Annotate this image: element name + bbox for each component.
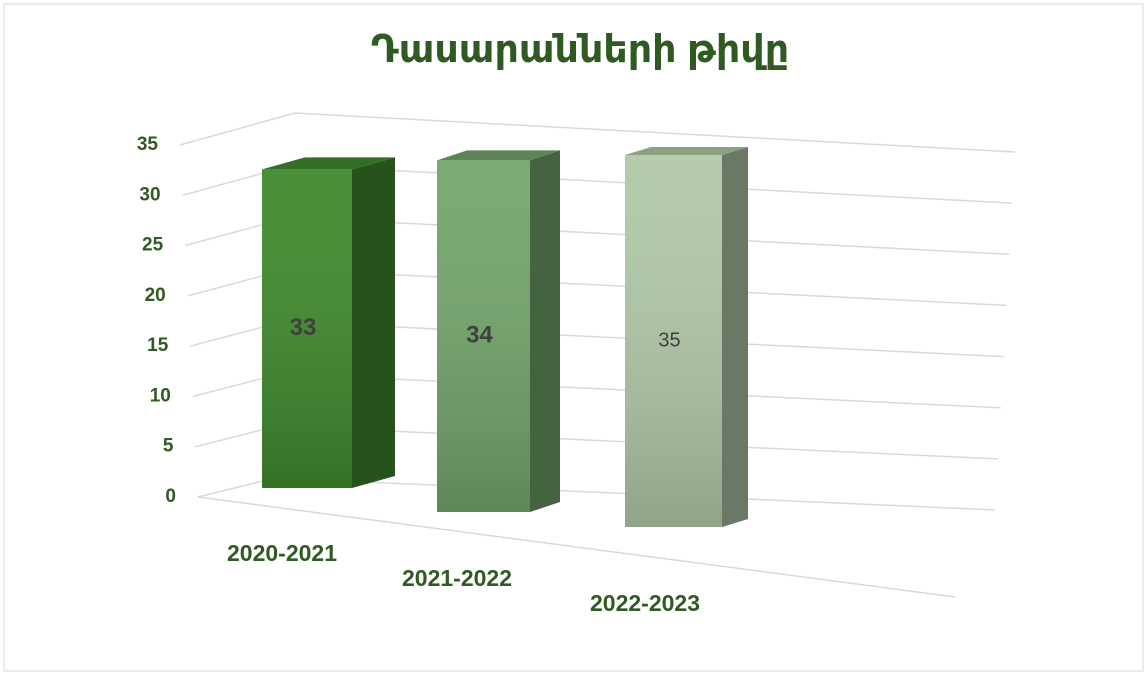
y-tick-label: 0 <box>165 486 176 507</box>
bar-top <box>262 157 395 170</box>
bar-top <box>625 147 748 155</box>
y-tick-label: 5 <box>163 436 174 457</box>
data-label: 35 <box>658 329 680 351</box>
y-tick-label: 35 <box>137 134 159 155</box>
y-tick-label: 15 <box>147 335 169 356</box>
bar-side <box>530 150 560 513</box>
x-tick-label: 2022-2023 <box>590 590 700 616</box>
grid-line <box>179 112 1016 153</box>
data-label: 33 <box>290 314 317 341</box>
bar-top <box>437 150 560 161</box>
chart-border <box>3 3 1144 672</box>
x-tick-label: 2020-2021 <box>227 540 337 566</box>
bar-shade <box>437 160 530 513</box>
data-label: 34 <box>466 322 493 349</box>
chart-title: Դասարանների թիվը <box>371 29 789 71</box>
bar-side <box>722 147 748 527</box>
y-tick-label: 30 <box>139 184 160 205</box>
x-tick-label: 2021-2022 <box>402 565 512 591</box>
y-tick-label: 25 <box>142 235 164 256</box>
bar-shade <box>262 169 352 489</box>
bar-side <box>352 157 395 489</box>
floor-edge <box>197 496 956 598</box>
y-tick-label: 10 <box>150 385 171 406</box>
y-tick-label: 20 <box>145 285 166 306</box>
bar-shade <box>625 155 722 527</box>
